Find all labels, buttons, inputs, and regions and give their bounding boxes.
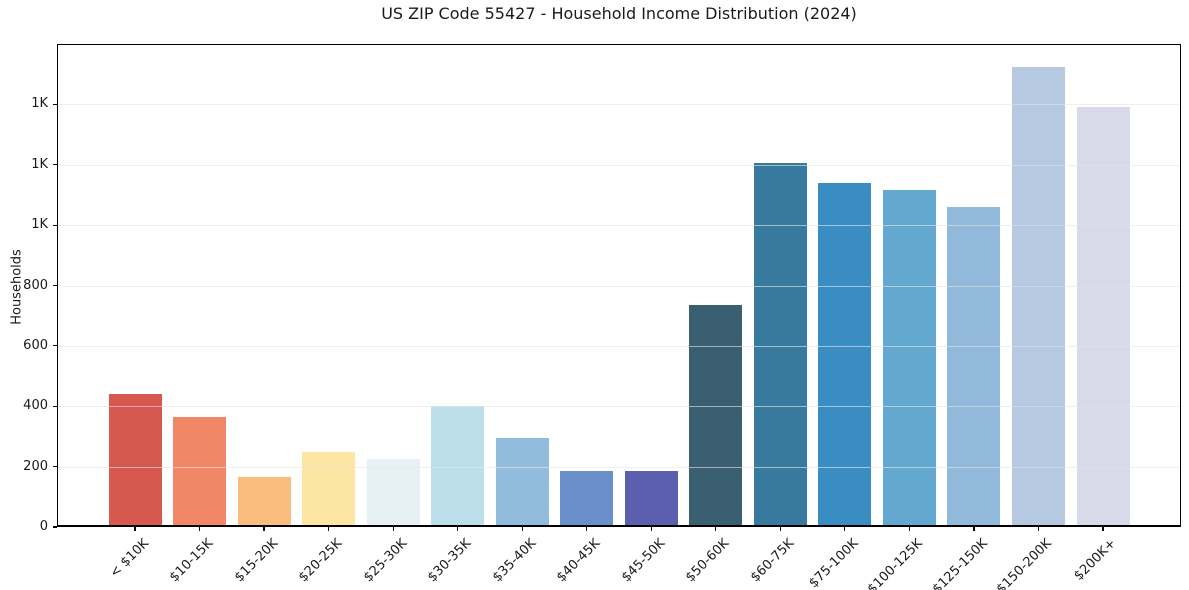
x-tick: [1102, 527, 1104, 531]
x-tick: [134, 527, 136, 531]
x-tick-label: $150-200K: [994, 536, 1056, 590]
y-tick: [53, 405, 57, 407]
y-tick: [53, 164, 57, 166]
bar-16: [1076, 107, 1130, 527]
x-tick: [263, 527, 265, 531]
x-tick-label: $45-50K: [618, 536, 668, 586]
y-tick: [53, 284, 57, 287]
x-tick: [715, 527, 717, 531]
plot-area: < $10K $10-15K $15-20K $20-25K $25-30K $30-35…: [23, 44, 1181, 590]
x-tick-label: $200K+: [1071, 536, 1120, 584]
x-tick: [198, 527, 201, 531]
y-tick: [53, 526, 57, 528]
x-tick-label: $40-45K: [554, 536, 604, 586]
y-tick-label: 1K: [31, 96, 48, 112]
bar-6: [431, 406, 485, 527]
x-tick-label: $30-35K: [425, 536, 475, 586]
x-tick: [392, 527, 394, 531]
x-tick: [908, 527, 910, 531]
bar-1: [108, 394, 162, 527]
bar-5: [366, 459, 420, 527]
y-tick-label: 1K: [31, 217, 48, 233]
bar-11: [753, 163, 807, 527]
x-tick: [973, 527, 975, 531]
y-tick-label: 400: [23, 398, 48, 414]
bar-10: [689, 305, 743, 527]
bar-7: [495, 437, 549, 527]
x-tick-label: $25-30K: [360, 536, 410, 586]
x-tick-label: $50-60K: [683, 536, 733, 586]
y-tick-label: 0: [39, 519, 48, 534]
bar-9: [624, 471, 678, 527]
bar-8: [560, 471, 614, 527]
x-tick: [586, 527, 588, 531]
x-tick: [779, 527, 781, 531]
y-tick: [53, 103, 57, 105]
x-tick: [521, 527, 523, 531]
y-tick: [53, 224, 57, 226]
x-tick: [328, 527, 330, 531]
x-tick: [844, 527, 846, 531]
x-tick-label: $100-125K: [865, 536, 927, 590]
x-tick-label: $125-150K: [929, 536, 991, 590]
y-tick-label: 200: [23, 458, 48, 474]
x-tick-label: $20-25K: [296, 536, 346, 586]
axis-spine-top: [57, 44, 1181, 46]
x-tick-label: < $10K: [106, 536, 152, 581]
x-tick-label: $10-15K: [166, 536, 217, 586]
bar-3: [237, 477, 291, 527]
x-tick-label: $75-100K: [806, 536, 862, 590]
axis-spine-bottom: [57, 525, 1181, 527]
x-tick: [650, 527, 652, 531]
y-tick-label: 800: [23, 277, 48, 293]
y-tick: [53, 466, 57, 468]
bar-15: [1011, 66, 1065, 527]
x-tick: [1037, 527, 1040, 531]
y-tick: [53, 345, 57, 347]
x-tick-label: $15-20K: [231, 536, 281, 586]
bar-13: [882, 190, 936, 527]
bar-4: [302, 451, 356, 527]
chart-title: US ZIP Code 55427 - Household Income Dis…: [381, 4, 857, 23]
axis-spine-right: [1179, 44, 1181, 527]
y-tick-label: 1K: [31, 156, 48, 172]
x-tick-label: $35-40K: [489, 536, 539, 586]
y-tick-label: 600: [23, 337, 48, 353]
x-tick-label: $60-75K: [747, 536, 797, 586]
axis-spine-left: [57, 44, 59, 527]
bar-14: [947, 207, 1001, 527]
bar-12: [818, 182, 872, 527]
x-tick: [457, 527, 459, 531]
bar-2: [173, 416, 227, 527]
